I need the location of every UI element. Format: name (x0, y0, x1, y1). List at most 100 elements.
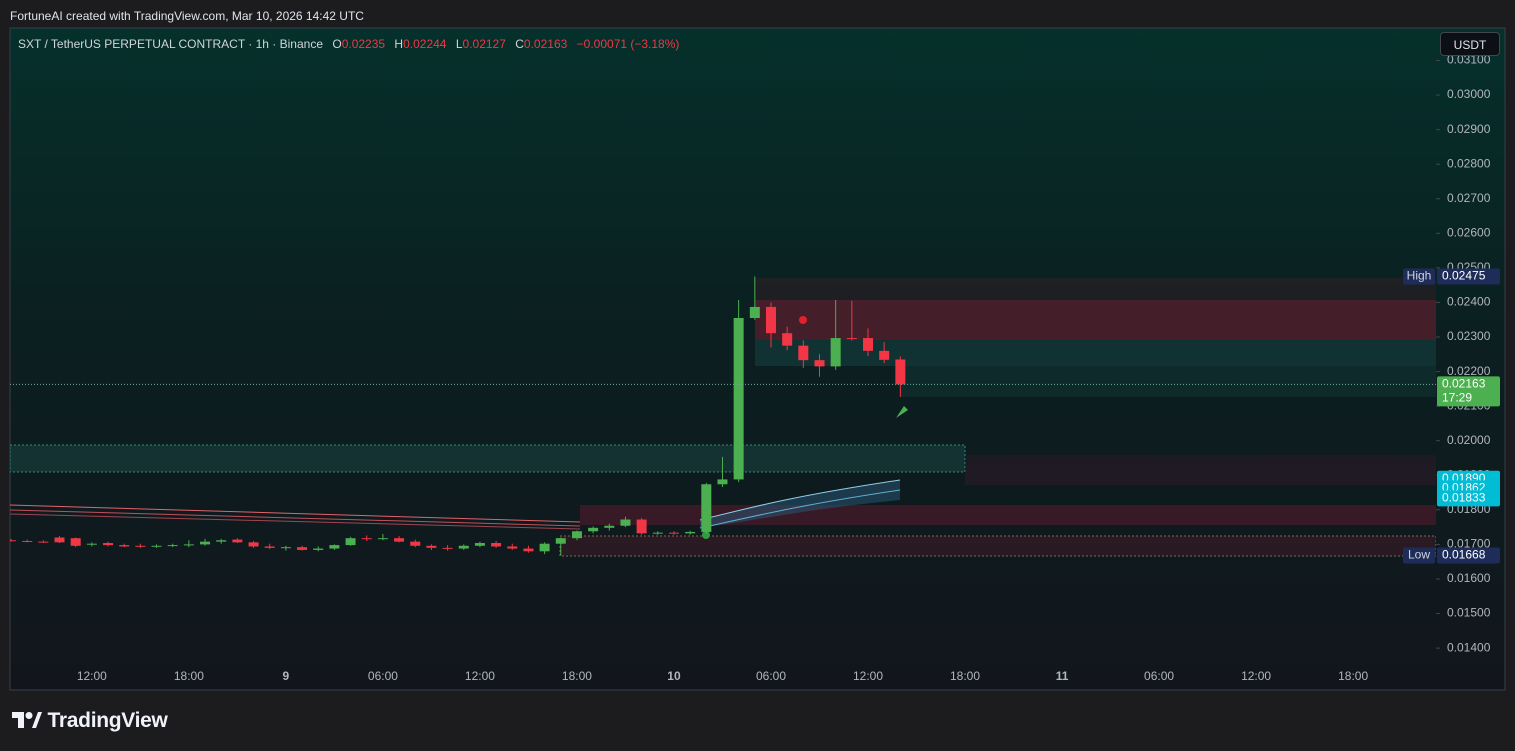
candle-body (232, 539, 243, 543)
attribution: FortuneAI created with TradingView.com, … (10, 9, 364, 23)
x-tick-label: 18:00 (562, 669, 592, 683)
x-tick-label: 10 (667, 669, 681, 683)
ohlc-key: H (394, 37, 404, 51)
candle-body (345, 538, 356, 546)
candle-body (668, 532, 679, 534)
y-tick-label: 0.02300 (1447, 329, 1491, 343)
candle-body (151, 545, 162, 547)
plot (10, 276, 1436, 556)
ohlc-value: 0.02127 (462, 37, 506, 51)
brand-logo (12, 712, 42, 728)
y-tick-label: 0.01700 (1447, 537, 1491, 551)
currency-button[interactable]: USDT (1440, 32, 1500, 56)
candle-body (264, 546, 275, 548)
price-badge-label: 0.01833 (1442, 491, 1486, 505)
x-tick-label: 12:00 (1241, 669, 1271, 683)
y-tick-label: 0.01600 (1447, 571, 1491, 585)
candle-body (313, 548, 324, 550)
candle-body (38, 541, 49, 543)
price-badge (1437, 268, 1500, 285)
y-tick-label: 0.02700 (1447, 191, 1491, 205)
badge-name: High (1407, 269, 1432, 283)
ohlc-value: 0.02235 (341, 37, 386, 51)
price-badge-label: 0.02475 (1442, 269, 1486, 283)
supply-zone (755, 300, 1436, 340)
zones (10, 278, 1436, 557)
candle-body (280, 547, 291, 549)
candle-body (588, 527, 599, 532)
y-tick-label: 0.02000 (1447, 433, 1491, 447)
candle-body (814, 360, 825, 367)
candle-body (183, 544, 194, 546)
candle-body (70, 538, 81, 546)
candle-body (782, 333, 793, 346)
x-tick-label: 06:00 (368, 669, 398, 683)
zone (755, 340, 1436, 366)
candle-body (442, 547, 453, 549)
candle-body (765, 306, 776, 334)
candle-body (749, 306, 760, 319)
candle-body (103, 543, 114, 546)
price-badge-label: 0.01668 (1442, 548, 1486, 562)
brand: TradingView (12, 709, 168, 733)
candle-body (604, 525, 615, 528)
y-tick-label: 0.02900 (1447, 122, 1491, 136)
ema-band (700, 480, 900, 528)
x-tick-label: 12:00 (465, 669, 495, 683)
chart-panel (9, 27, 1506, 691)
y-tick-label: 0.02200 (1447, 364, 1491, 378)
ema-line (10, 504, 581, 523)
y-tick-label: 0.02600 (1447, 225, 1491, 239)
candle-body (216, 540, 227, 542)
ema-line (10, 509, 581, 527)
symbol: SXT / TetherUS PERPETUAL CONTRACT · 1h ·… (18, 37, 323, 51)
price-badges: 0.02475High0.0216317:290.018900.018620.0… (1403, 268, 1500, 564)
price-badge (1437, 376, 1500, 407)
candle-body (297, 547, 308, 550)
ohlc-value: 0.02163 (523, 37, 568, 51)
candle-body (863, 338, 874, 351)
ohlc-key: L (455, 37, 463, 51)
ohlc-key: C (515, 37, 524, 51)
candle-body (135, 545, 146, 547)
candle-body (491, 543, 502, 547)
x-tick-label: 18:00 (1338, 669, 1368, 683)
y-tick-label: 0.03000 (1447, 87, 1491, 101)
x-tick-label: 06:00 (1144, 669, 1174, 683)
candle-body (167, 545, 178, 547)
candle-body (701, 484, 712, 532)
countdown: 17:29 (1442, 391, 1472, 405)
price-badge (1437, 547, 1500, 564)
candle-body (200, 541, 211, 545)
candle-body (119, 545, 130, 547)
candle-body (620, 519, 631, 526)
signal-dot (799, 316, 807, 324)
ohlc-key: O (332, 37, 342, 51)
x-tick-label: 06:00 (756, 669, 786, 683)
price-axis: 0.014000.015000.016000.017000.018000.019… (77, 53, 1491, 684)
x-tick-label: 9 (283, 669, 290, 683)
candle-body (410, 541, 421, 546)
signal-dot (702, 531, 710, 539)
candle-body (426, 545, 437, 548)
candle-body (571, 531, 582, 539)
candle-body (846, 338, 857, 340)
candle-body (636, 519, 647, 534)
legend: SXT / TetherUS PERPETUAL CONTRACT · 1h ·… (18, 37, 679, 51)
candle-body (523, 548, 534, 552)
zone (900, 366, 1436, 397)
badge-name-box (1403, 268, 1435, 285)
candle-body (394, 538, 405, 542)
candle-body (329, 545, 340, 549)
candle-body (86, 543, 97, 545)
candle-body (539, 543, 550, 552)
x-tick-label: 12:00 (853, 669, 883, 683)
candle-body (474, 543, 485, 546)
ema-line (699, 479, 901, 521)
candle-body (458, 545, 469, 549)
x-tick-label: 18:00 (950, 669, 980, 683)
candle-body (879, 350, 890, 360)
demand-zone (10, 444, 966, 473)
